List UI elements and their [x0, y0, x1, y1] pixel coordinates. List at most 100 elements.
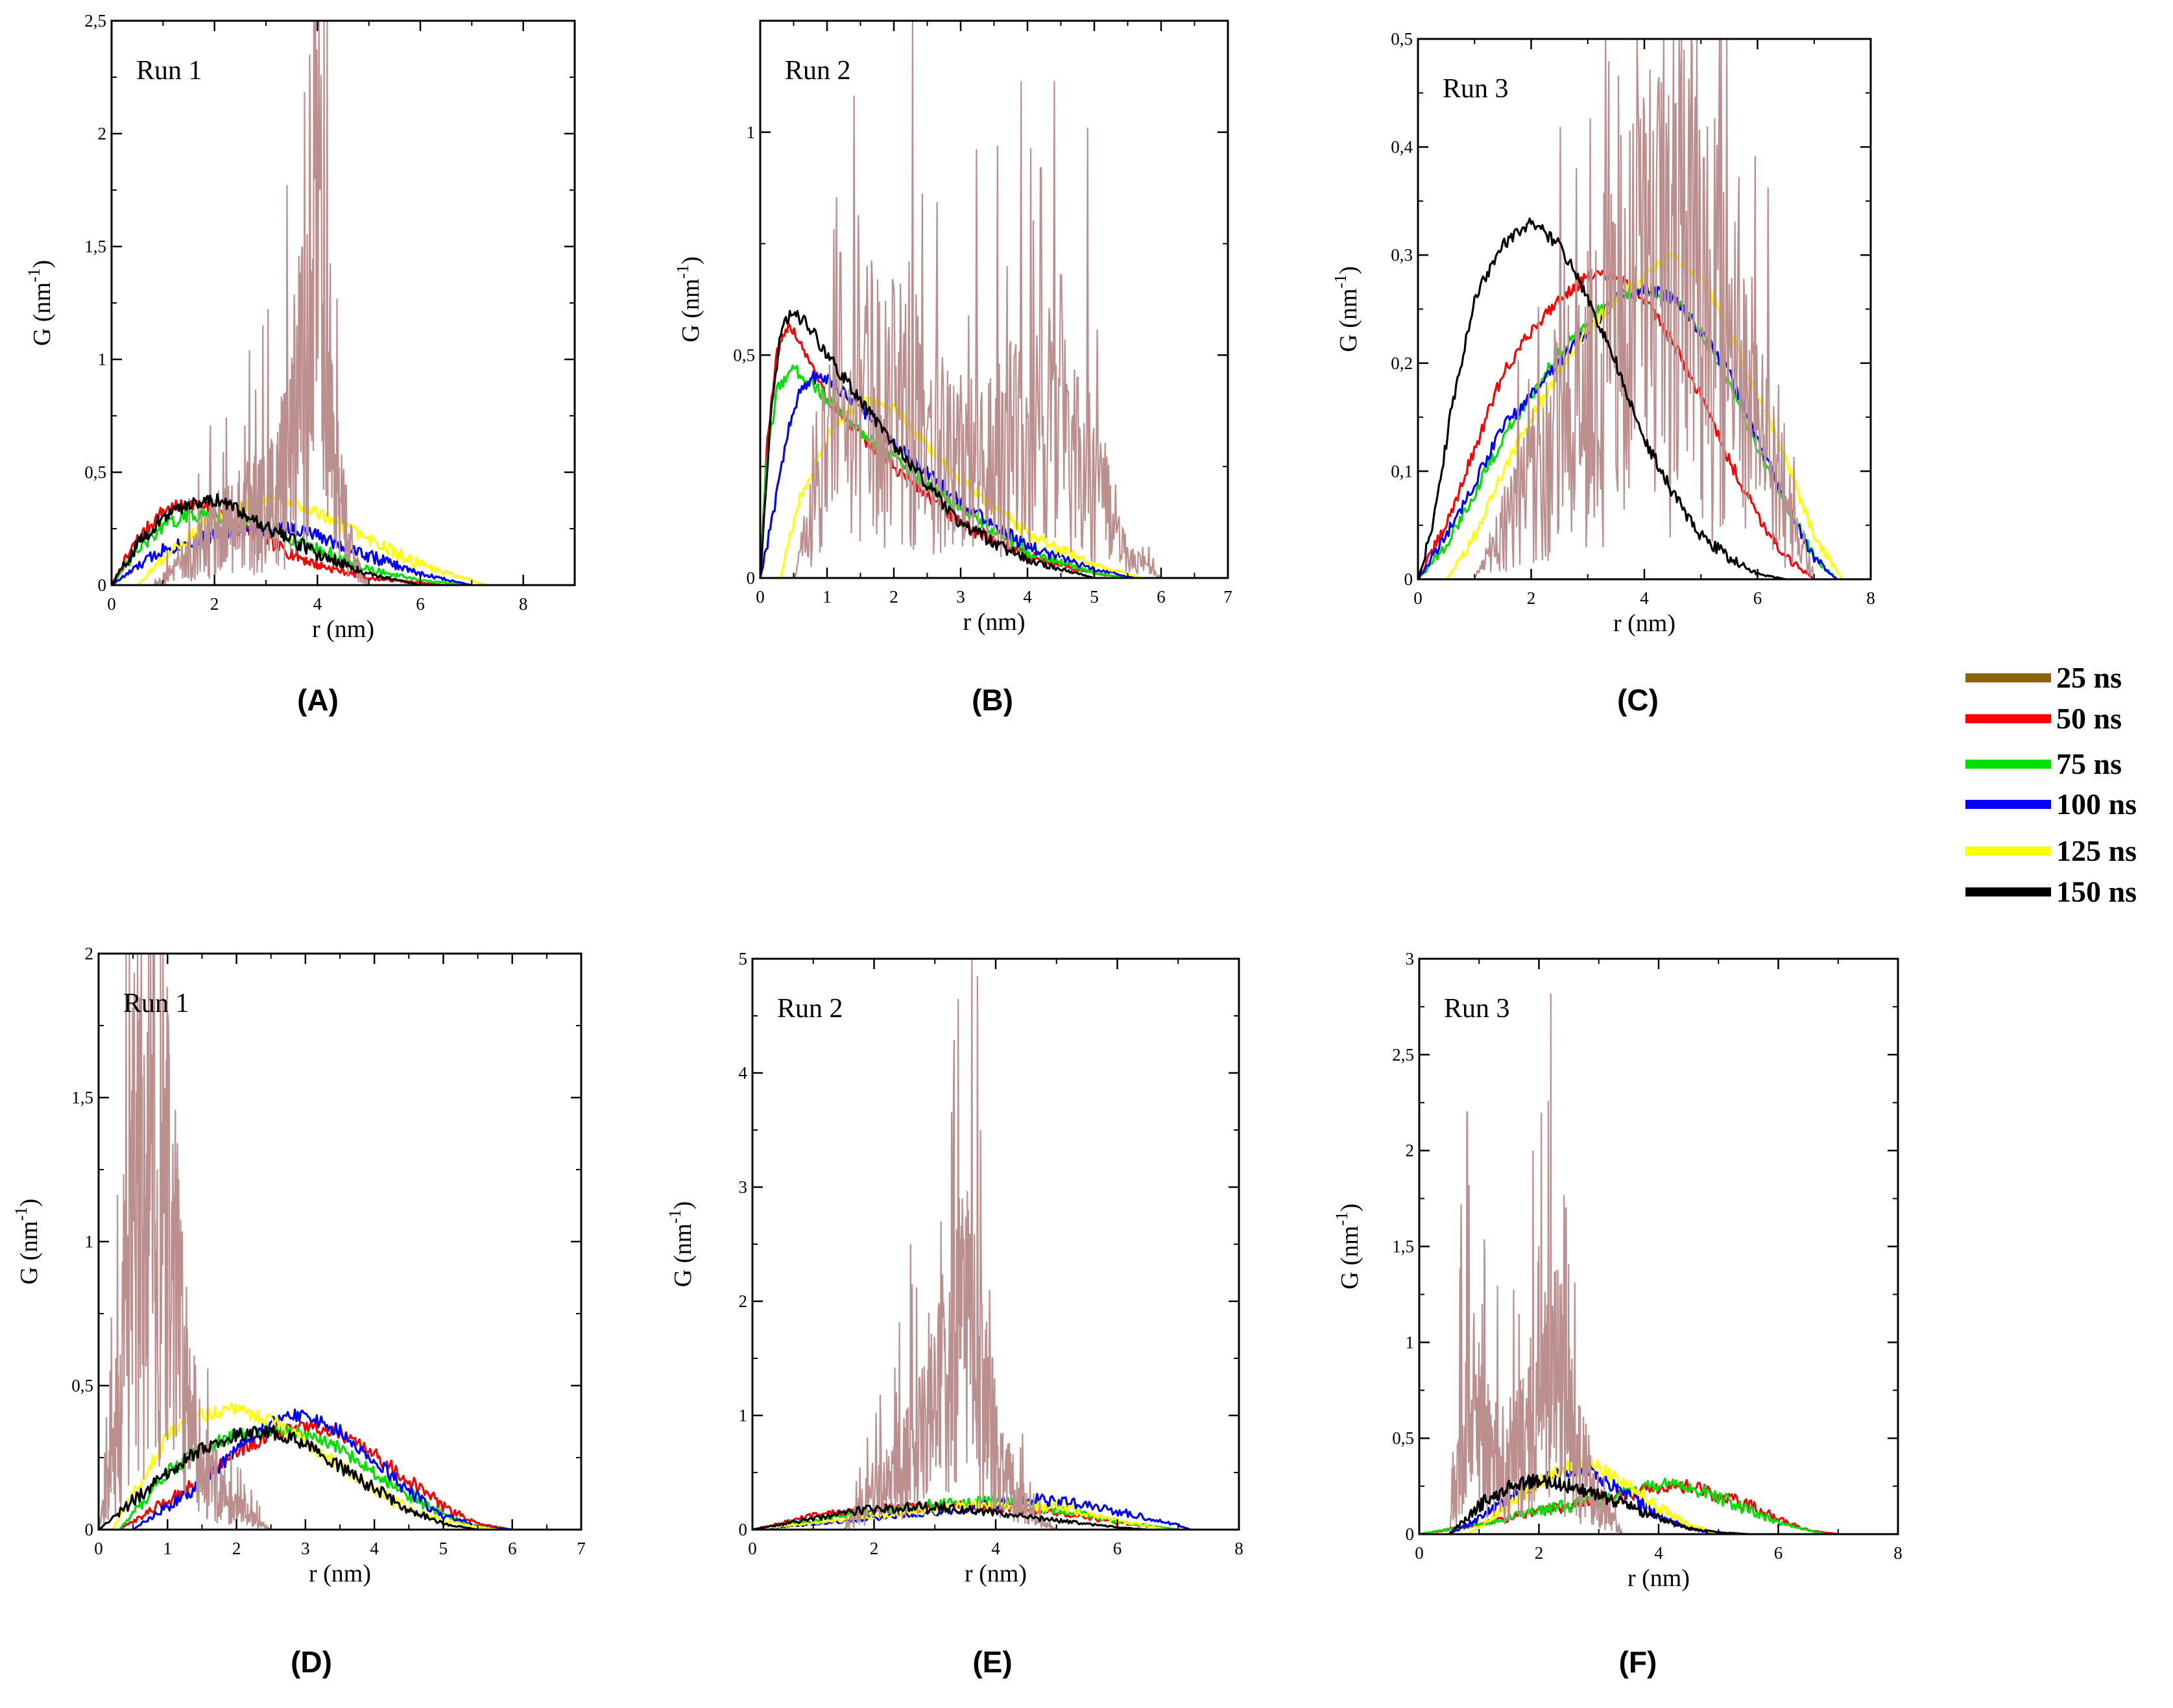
run-label: Run 1: [136, 56, 202, 86]
y-tick-label: 2: [739, 1292, 748, 1311]
panel-label: (B): [972, 683, 1013, 717]
y-tick-label: 1,5: [71, 1088, 93, 1107]
series-line-150-ns: [1448, 1473, 1749, 1534]
x-tick-label: 8: [1893, 1543, 1903, 1563]
panel-D: 0 1 2 3 4 5 6 7 0 0,5 1 1,5 2 r (nm) G (nm-1) Run 1 (D): [12, 944, 586, 1679]
y-axis-label-end: ): [16, 1199, 43, 1207]
x-tick-label: 1: [822, 587, 832, 607]
series-line-125-ns: [752, 1499, 1166, 1530]
y-tick-label: 1: [1406, 1332, 1415, 1352]
y-tick-label: 2: [85, 944, 94, 963]
y-axis-label-sup: -1: [1332, 1212, 1351, 1226]
run-label: Run 1: [123, 989, 189, 1018]
legend-item: 150 ns: [1965, 875, 2137, 908]
plot-area: [752, 959, 1191, 1530]
y-axis-label-main: G (nm: [29, 282, 56, 346]
series-line-75-ns: [1418, 283, 1838, 579]
x-tick-label: 4: [313, 594, 322, 614]
run-label: Run 3: [1443, 74, 1509, 104]
x-tick-label: 6: [1113, 1539, 1122, 1558]
legend-label: 150 ns: [2056, 875, 2137, 908]
series-line-75-ns: [112, 507, 472, 585]
y-tick-label: 5: [739, 949, 748, 968]
x-tick-label: 5: [439, 1539, 448, 1558]
y-tick-label: 0,5: [733, 345, 755, 365]
y-axis-label: G (nm-1): [1331, 266, 1362, 352]
x-axis-label: r (nm): [309, 1560, 371, 1587]
x-tick-label: 2: [1535, 1543, 1544, 1563]
x-tick-label: 8: [1234, 1539, 1243, 1558]
y-axis-label: G (nm-1): [25, 260, 56, 346]
y-tick-label: 2,5: [84, 11, 106, 30]
x-axis-label: r (nm): [963, 608, 1025, 636]
x-tick-label: 3: [301, 1539, 310, 1558]
y-tick-label: 0: [739, 1520, 748, 1539]
x-axis-label: r (nm): [1613, 610, 1675, 637]
y-tick-label: 1: [739, 1406, 748, 1425]
y-tick-label: 0,4: [1391, 138, 1413, 157]
x-tick-label: 7: [1223, 587, 1232, 607]
x-tick-label: 6: [508, 1539, 517, 1558]
x-tick-label: 5: [1090, 587, 1099, 607]
series-line-25-ns: [793, 21, 1162, 578]
y-tick-label: 0,5: [84, 463, 106, 482]
y-axis-label-main: G (nm: [1335, 289, 1362, 352]
y-tick-label: 3: [1406, 949, 1415, 968]
series-line-150-ns: [1418, 217, 1786, 579]
series-line-25-ns: [99, 954, 272, 1530]
y-tick-label: 2: [1406, 1141, 1415, 1161]
y-tick-label: 0: [85, 1520, 94, 1539]
series-line-100-ns: [760, 370, 1135, 578]
x-tick-label: 8: [1866, 588, 1875, 608]
y-axis-label-end: ): [29, 260, 56, 269]
y-tick-label: 1: [98, 350, 107, 369]
series-line-125-ns: [779, 396, 1142, 578]
run-label: Run 2: [777, 994, 843, 1024]
x-tick-label: 6: [1157, 587, 1166, 607]
y-axis-label-end: ): [669, 1201, 697, 1210]
y-tick-label: 4: [739, 1063, 748, 1083]
x-tick-label: 2: [889, 587, 898, 607]
x-tick-label: 6: [1753, 588, 1762, 608]
x-axis-label: r (nm): [965, 1560, 1027, 1587]
series-line-25-ns: [1474, 39, 1815, 579]
legend-label: 75 ns: [2056, 747, 2122, 780]
plot-area: [760, 21, 1162, 578]
panels: 0 2 4 6 800,511,522,5r (nm)G (nm-1)Run 1(A)0…: [12, 11, 1903, 1679]
y-axis-label-end: ): [677, 256, 704, 265]
run-label: Run 3: [1444, 994, 1510, 1024]
x-tick-label: 1: [163, 1539, 173, 1558]
y-tick-label: 1: [85, 1232, 94, 1251]
y-axis-label-main: G (nm: [1336, 1226, 1363, 1290]
y-tick-label: 2: [98, 124, 107, 143]
series-line-150-ns: [112, 493, 421, 585]
y-axis-label-main: G (nm: [669, 1223, 697, 1287]
series-line-150-ns: [752, 1501, 1148, 1530]
x-tick-label: 4: [370, 1539, 379, 1558]
x-tick-label: 4: [991, 1539, 1000, 1558]
panel-A: 0 2 4 6 8 0 0,5 1 1,5 2 2,5 r (nm) G (nm-1) Run 1 (A): [25, 11, 576, 717]
y-tick-label: 2,5: [1392, 1045, 1414, 1064]
plot-area: [1419, 993, 1838, 1534]
y-tick-label: 0,3: [1391, 245, 1413, 265]
x-tick-label: 0: [748, 1539, 757, 1558]
x-tick-label: 7: [577, 1539, 586, 1558]
legend-item: 100 ns: [1965, 788, 2137, 821]
y-tick-label: 0: [747, 568, 756, 588]
legend-item: 75 ns: [1965, 747, 2122, 780]
y-tick-label: 0: [1404, 570, 1413, 589]
panel-C: 0 2 4 6 8 0 0,1 0,2 0,3 0,4 0,5 r (nm) G (nm-1) Run 3…: [1331, 29, 1875, 717]
legend-item: 125 ns: [1965, 834, 2137, 867]
x-tick-label: 2: [870, 1539, 879, 1558]
x-tick-label: 8: [519, 594, 528, 614]
y-axis-label-main: G (nm: [677, 279, 704, 343]
legend-label: 50 ns: [2056, 702, 2122, 735]
legend: 25 ns 50 ns 75 ns 100 ns 125 ns 150 ns: [1965, 661, 2137, 908]
y-axis-label-sup: -1: [25, 268, 43, 282]
y-tick-label: 3: [739, 1177, 748, 1197]
legend-item: 50 ns: [1965, 702, 2122, 735]
y-tick-label: 1,5: [84, 237, 106, 256]
y-axis-label: G (nm-1): [673, 256, 704, 342]
